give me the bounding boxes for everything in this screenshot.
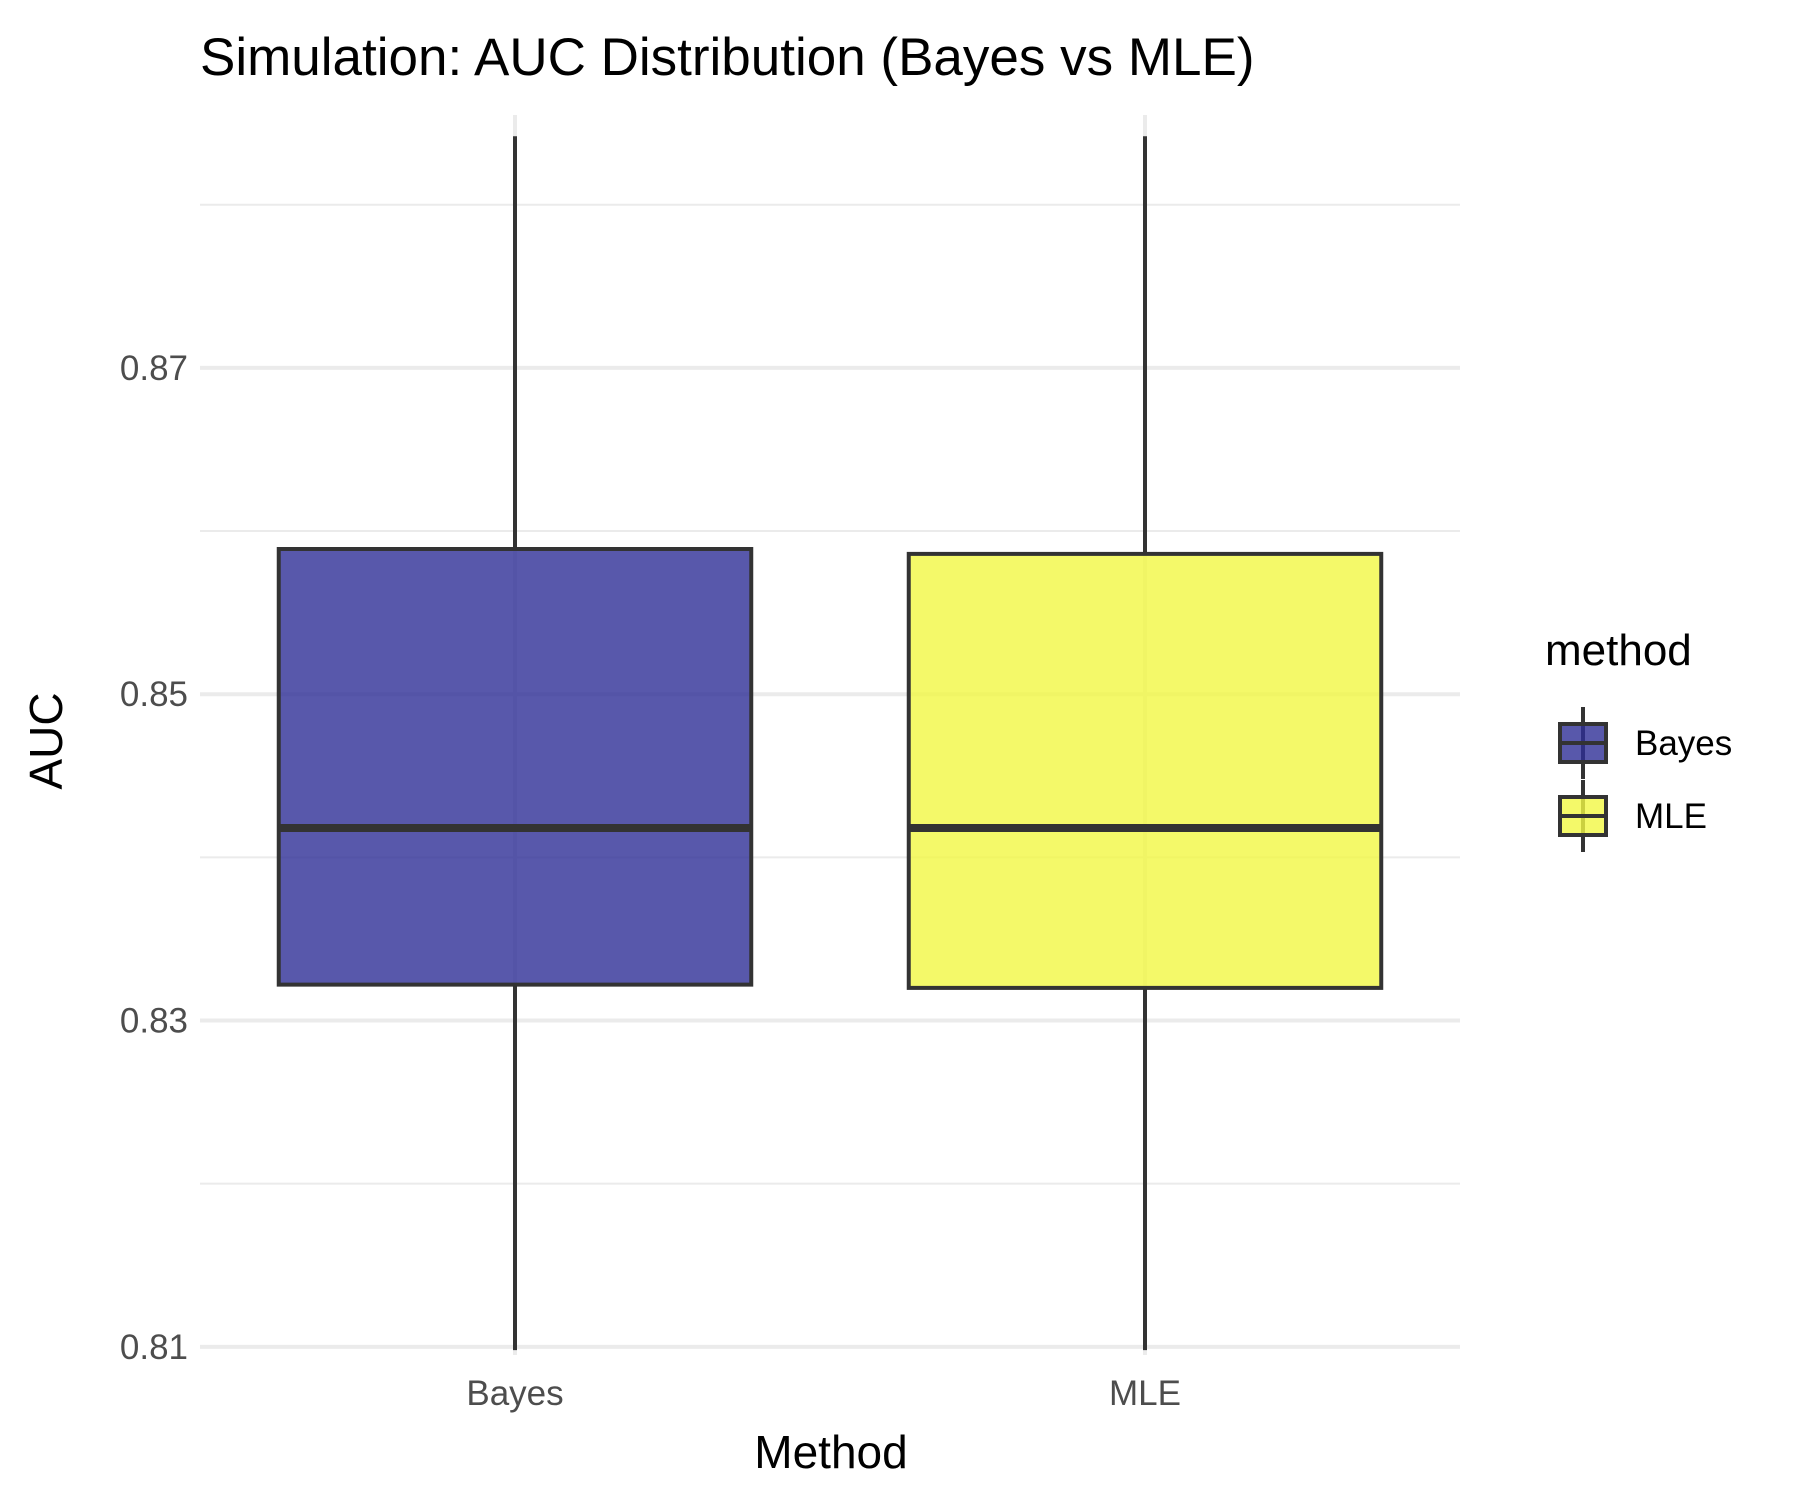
legend-label: MLE [1635,797,1707,836]
legend-key [1558,707,1608,779]
box-iqr [906,551,1384,990]
x-tick-label: Bayes [466,1374,563,1413]
y-axis-ticks: 0.81 0.83 0.85 0.87 [120,349,188,1367]
x-axis-title: Method [754,1426,907,1478]
y-axis-title: AUC [20,692,72,789]
box-group [276,136,754,1351]
legend-title: method [1545,626,1692,675]
chart-title: Simulation: AUC Distribution (Bayes vs M… [200,28,1254,87]
y-tick-label: 0.87 [120,349,188,388]
x-tick-label: MLE [1109,1374,1181,1413]
x-axis-ticks: Bayes MLE [466,1374,1181,1413]
box-group [906,136,1384,1351]
box-iqr [276,547,754,987]
legend: method Bayes MLE [1545,626,1732,852]
y-tick-label: 0.85 [120,675,188,714]
legend-key [1558,780,1608,852]
y-tick-label: 0.83 [120,1002,188,1041]
y-tick-label: 0.81 [120,1328,188,1367]
boxplot-boxes [276,136,1384,1351]
legend-label: Bayes [1635,724,1732,763]
